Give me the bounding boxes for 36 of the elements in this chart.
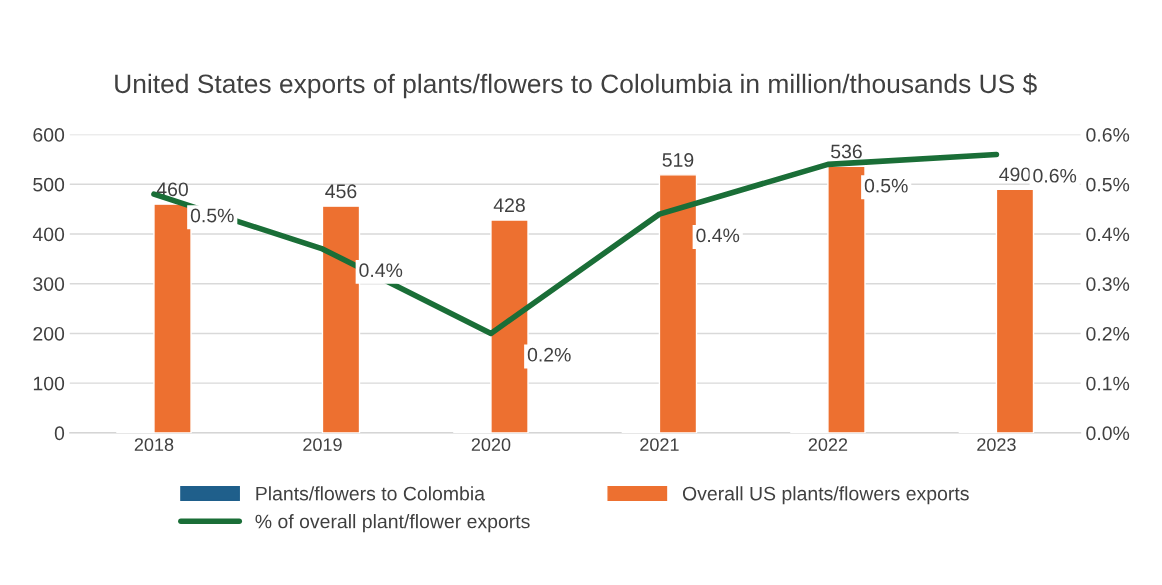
- data-label: 490: [999, 167, 1031, 182]
- y-tick-label: 300: [33, 277, 65, 291]
- y-tick-label: 400: [32, 227, 65, 242]
- data-label: 0.5%: [190, 208, 234, 223]
- y-tick-label: 100: [33, 376, 65, 391]
- data-label: 0.5%: [864, 178, 908, 193]
- y-tick-label: 0: [54, 426, 65, 441]
- y2-tick-label: 0.3%: [1086, 277, 1130, 291]
- data-label: 519: [662, 153, 694, 167]
- y2-tick-label: 0.5%: [1086, 177, 1130, 192]
- y-tick-label: 500: [33, 177, 65, 192]
- y2-tick-label: 0.4%: [1086, 227, 1130, 242]
- y-tick-label: 200: [33, 326, 65, 341]
- x-tick-label: 2020: [471, 438, 511, 452]
- y2-tick-label: 0.0%: [1086, 426, 1130, 441]
- chart-title: United States exports of plants/flowers to Cololumbia in million/thousands US $: [115, 73, 1037, 99]
- y2-tick-label: 0.6%: [1086, 128, 1130, 142]
- data-label: 0.2%: [527, 347, 571, 362]
- x-tick-label: 2018: [134, 438, 174, 452]
- data-label: 536: [831, 144, 862, 159]
- legend-label: Overall US plants/flowers exports: [682, 486, 969, 505]
- y-tick-label: 600: [33, 128, 65, 142]
- legend-label: Plants/flowers to Colombia: [256, 486, 485, 501]
- data-label: 0.4%: [696, 228, 740, 243]
- x-tick-label: 2023: [977, 438, 1016, 452]
- data-label: 0.4%: [359, 263, 403, 278]
- x-tick-label: 2019: [303, 438, 342, 452]
- legend-label: % of overall plant/flower exports: [255, 514, 530, 533]
- x-tick-label: 2021: [640, 438, 679, 452]
- data-label: 428: [493, 198, 525, 213]
- data-label: 460: [156, 182, 188, 197]
- x-tick-label: 2022: [808, 438, 848, 452]
- y2-tick-label: 0.2%: [1086, 326, 1130, 341]
- data-label: 456: [325, 184, 357, 199]
- y2-tick-label: 0.1%: [1086, 376, 1130, 391]
- data-label: 0.6%: [1033, 168, 1077, 183]
